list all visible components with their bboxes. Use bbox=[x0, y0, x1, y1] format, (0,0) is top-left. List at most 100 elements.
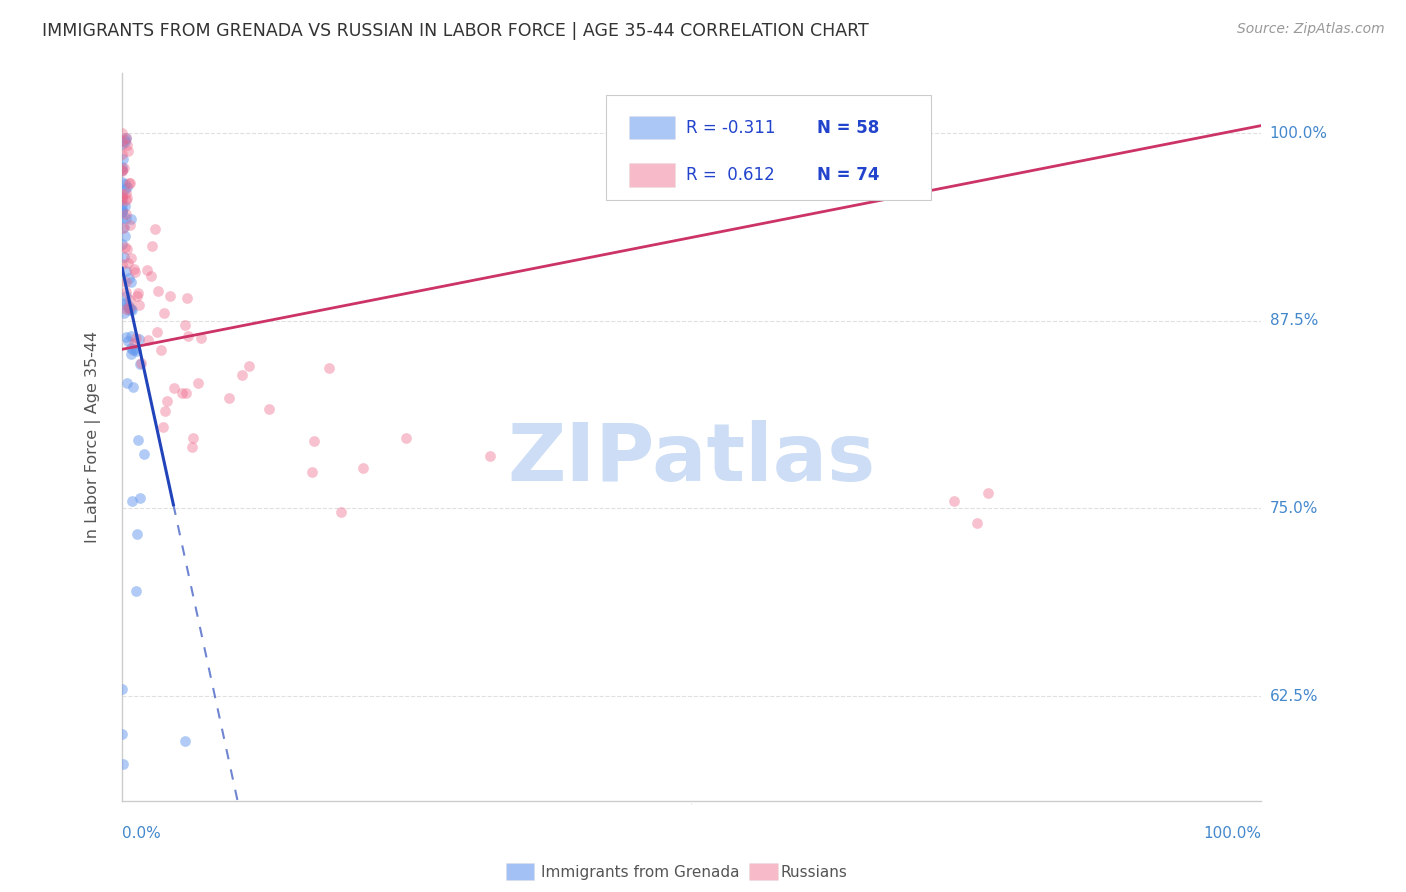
Point bbox=[115, 376, 138, 391]
Point bbox=[111, 681, 134, 696]
Bar bbox=[628, 116, 675, 139]
Point bbox=[128, 332, 150, 346]
Point bbox=[111, 186, 134, 201]
Point bbox=[122, 380, 145, 394]
Point bbox=[143, 221, 166, 235]
Point bbox=[115, 242, 138, 256]
Point bbox=[129, 357, 152, 371]
Text: 100.0%: 100.0% bbox=[1270, 126, 1327, 141]
Point bbox=[120, 301, 142, 316]
Y-axis label: In Labor Force | Age 35-44: In Labor Force | Age 35-44 bbox=[86, 331, 101, 543]
Point bbox=[112, 756, 135, 771]
Text: IMMIGRANTS FROM GRENADA VS RUSSIAN IN LABOR FORCE | AGE 35-44 CORRELATION CHART: IMMIGRANTS FROM GRENADA VS RUSSIAN IN LA… bbox=[42, 22, 869, 40]
Point bbox=[141, 239, 163, 253]
Point bbox=[111, 162, 134, 177]
Point bbox=[111, 163, 134, 178]
Point bbox=[117, 301, 139, 315]
Point bbox=[301, 465, 323, 479]
Point bbox=[111, 727, 134, 741]
Point bbox=[163, 380, 186, 394]
Point bbox=[120, 219, 142, 233]
Point bbox=[118, 176, 141, 190]
Point bbox=[112, 250, 135, 264]
Point bbox=[114, 130, 136, 145]
Bar bbox=[628, 163, 675, 186]
Point bbox=[115, 329, 138, 343]
Point bbox=[115, 179, 138, 194]
Point bbox=[122, 261, 145, 276]
Point bbox=[174, 318, 197, 332]
Point bbox=[114, 186, 136, 200]
Point bbox=[148, 284, 170, 298]
Point bbox=[218, 391, 240, 405]
Point bbox=[180, 440, 202, 454]
Point bbox=[149, 343, 172, 358]
Point bbox=[156, 393, 179, 408]
Point bbox=[125, 343, 148, 358]
Point bbox=[152, 420, 174, 434]
Point bbox=[942, 494, 965, 508]
Point bbox=[111, 190, 134, 204]
Text: R =  0.612: R = 0.612 bbox=[686, 166, 775, 184]
Point bbox=[111, 202, 134, 217]
Point bbox=[114, 198, 136, 212]
Point bbox=[111, 257, 134, 271]
Point bbox=[118, 176, 141, 190]
Point bbox=[115, 137, 138, 152]
Point bbox=[114, 133, 136, 147]
Point bbox=[152, 306, 174, 320]
Point bbox=[125, 584, 148, 599]
Point bbox=[115, 302, 138, 317]
Point bbox=[111, 190, 134, 204]
Point bbox=[112, 161, 135, 175]
Point bbox=[127, 433, 149, 447]
Point bbox=[127, 286, 149, 301]
Point bbox=[117, 298, 139, 312]
Text: Source: ZipAtlas.com: Source: ZipAtlas.com bbox=[1237, 22, 1385, 37]
Point bbox=[395, 431, 418, 445]
Point bbox=[115, 131, 138, 145]
Point bbox=[111, 193, 134, 207]
Point bbox=[176, 291, 198, 305]
Point bbox=[120, 252, 142, 266]
Point bbox=[129, 491, 152, 505]
Point bbox=[132, 447, 155, 461]
Point bbox=[117, 334, 139, 348]
Point bbox=[111, 137, 134, 152]
Point bbox=[153, 404, 176, 418]
Point bbox=[128, 298, 150, 312]
Point bbox=[111, 204, 134, 219]
Point bbox=[112, 296, 135, 310]
Point bbox=[231, 368, 253, 383]
Point bbox=[318, 360, 340, 375]
Text: Immigrants from Grenada: Immigrants from Grenada bbox=[541, 865, 740, 880]
Point bbox=[125, 526, 148, 541]
Point bbox=[120, 301, 142, 315]
Point bbox=[257, 401, 280, 416]
Point bbox=[136, 333, 159, 347]
Point bbox=[136, 263, 159, 277]
Point bbox=[111, 198, 134, 212]
Point bbox=[966, 516, 988, 531]
Point bbox=[120, 293, 142, 308]
Point bbox=[122, 343, 145, 357]
Point bbox=[124, 342, 146, 356]
Point bbox=[159, 289, 181, 303]
Point bbox=[114, 228, 136, 243]
Point bbox=[187, 376, 209, 390]
Point bbox=[117, 144, 139, 158]
Point bbox=[120, 275, 142, 289]
Text: R = -0.311: R = -0.311 bbox=[686, 119, 776, 136]
Point bbox=[190, 331, 212, 345]
Point bbox=[112, 306, 135, 320]
Point bbox=[173, 734, 195, 748]
Point bbox=[111, 203, 134, 218]
Point bbox=[111, 146, 134, 161]
Point bbox=[111, 204, 134, 219]
Point bbox=[117, 271, 139, 285]
Point bbox=[111, 211, 134, 225]
Text: ZIPatlas: ZIPatlas bbox=[508, 420, 876, 498]
Point bbox=[111, 134, 134, 148]
Point bbox=[170, 385, 193, 400]
Point bbox=[114, 211, 136, 225]
